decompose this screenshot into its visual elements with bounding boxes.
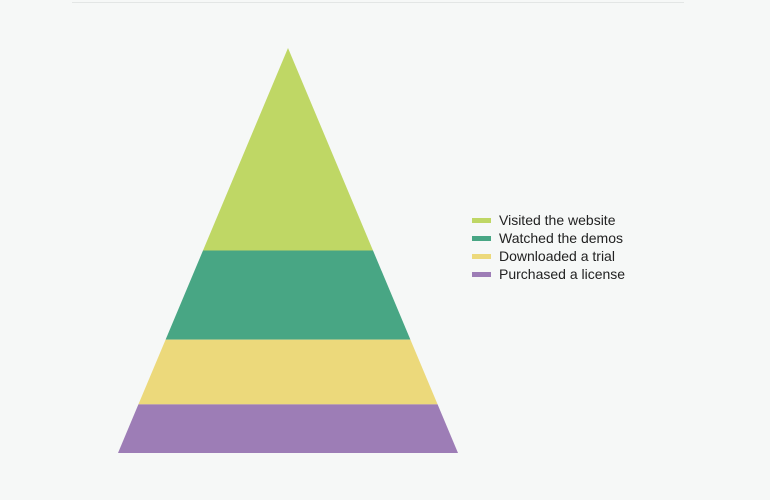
legend-swatch-purchased-license — [472, 271, 491, 277]
top-divider — [72, 2, 684, 3]
legend-item-watched-demos[interactable]: Watched the demos — [472, 229, 625, 247]
legend-label-visited-website: Visited the website — [499, 212, 616, 228]
legend-label-downloaded-trial: Downloaded a trial — [499, 248, 615, 264]
legend-label-purchased-license: Purchased a license — [499, 266, 626, 282]
pyramid-segment-purchased-license[interactable] — [118, 404, 458, 453]
legend-item-downloaded-trial[interactable]: Downloaded a trial — [472, 247, 625, 265]
pyramid-segment-watched-demos[interactable] — [165, 250, 411, 340]
pyramid-segment-visited-website[interactable] — [203, 48, 373, 251]
legend-label-watched-demos: Watched the demos — [499, 230, 623, 246]
legend-swatch-downloaded-trial — [472, 253, 491, 259]
legend-swatch-watched-demos — [472, 235, 491, 241]
legend-swatch-visited-website — [472, 217, 491, 223]
legend-item-visited-website[interactable]: Visited the website — [472, 211, 625, 229]
pyramid-segment-downloaded-trial[interactable] — [138, 339, 438, 405]
legend-item-purchased-license[interactable]: Purchased a license — [472, 265, 625, 283]
chart-legend: Visited the website Watched the demos Do… — [472, 211, 625, 283]
